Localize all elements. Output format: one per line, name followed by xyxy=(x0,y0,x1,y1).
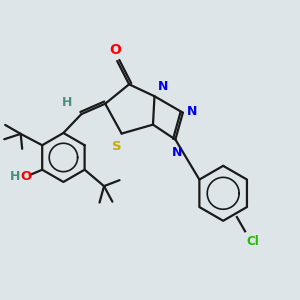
Text: H: H xyxy=(62,96,72,109)
Text: N: N xyxy=(187,105,198,118)
Text: O: O xyxy=(20,170,32,183)
Text: H: H xyxy=(10,170,21,183)
Text: S: S xyxy=(112,140,122,152)
Text: N: N xyxy=(158,80,168,93)
Text: N: N xyxy=(172,146,182,159)
Text: O: O xyxy=(109,44,121,57)
Text: Cl: Cl xyxy=(247,235,260,248)
